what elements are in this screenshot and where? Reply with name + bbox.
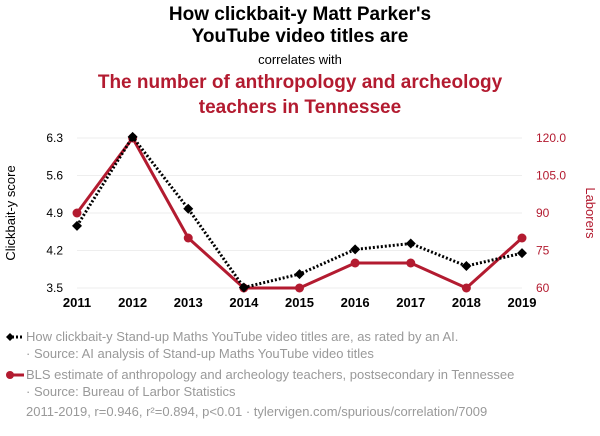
clickbait-point xyxy=(461,261,472,272)
chart-subtitle-line1: The number of anthropology and archeolog… xyxy=(97,72,503,93)
left-tick-label: 3.5 xyxy=(46,281,63,295)
teachers-point xyxy=(295,283,304,293)
clickbait-point xyxy=(405,238,416,249)
footer-stats: 2011-2019, r=0.946, r²=0.894, p<0.01 · t… xyxy=(26,404,488,419)
series-layer xyxy=(72,131,527,293)
left-tick-label: 4.2 xyxy=(46,244,63,258)
right-tick-label: 105.0 xyxy=(536,169,566,183)
right-tick-label: 75 xyxy=(536,244,550,258)
teachers-point xyxy=(461,283,471,293)
clickbait-point xyxy=(127,131,138,142)
x-tick-label: 2011 xyxy=(63,295,91,310)
x-tick-label: 2015 xyxy=(285,295,314,310)
legend-text-line1: How clickbait-y Stand-up Maths YouTube v… xyxy=(26,329,459,344)
teachers-point xyxy=(517,233,527,243)
teachers-point xyxy=(72,208,82,218)
legend-entry-teachers: BLS estimate of anthropology and archeol… xyxy=(6,366,596,400)
clickbait-point xyxy=(517,248,527,259)
clickbait-point xyxy=(72,220,82,231)
chart-title-line2: YouTube video titles are xyxy=(191,26,409,47)
teachers-point xyxy=(406,258,416,268)
correlates-with-text: correlates with xyxy=(258,52,342,67)
right-axis-label: Laborers xyxy=(583,187,598,239)
chart-title-line1: How clickbait-y Matt Parker's xyxy=(168,4,432,25)
left-tick-label: 4.9 xyxy=(46,206,63,220)
legend-text-line2: · Source: AI analysis of Stand-up Maths … xyxy=(26,346,374,361)
right-tick-label: 60 xyxy=(536,281,550,295)
x-tick-label: 2018 xyxy=(452,295,481,310)
legend-symbol-red-circle xyxy=(6,371,24,379)
teachers-point xyxy=(350,258,360,268)
left-tick-label: 6.3 xyxy=(46,131,63,145)
right-axis-ticks: 60 75 90 105.0 120.0 xyxy=(536,131,566,295)
legend-text-line2: · Source: Bureau of Larbor Statistics xyxy=(26,384,236,399)
teachers-point xyxy=(183,233,193,243)
chart-subtitle-line2: teachers in Tennessee xyxy=(198,97,402,118)
legend-entry-clickbait: How clickbait-y Stand-up Maths YouTube v… xyxy=(6,328,596,362)
x-tick-label: 2017 xyxy=(396,295,425,310)
clickbait-point xyxy=(350,244,361,255)
x-tick-label: 2019 xyxy=(508,295,537,310)
x-tick-label: 2012 xyxy=(118,295,147,310)
right-tick-label: 90 xyxy=(536,206,550,220)
clickbait-point xyxy=(294,269,305,280)
title-block: How clickbait-y Matt Parker's YouTube vi… xyxy=(0,4,600,119)
x-tick-label: 2013 xyxy=(174,295,203,310)
left-tick-label: 5.6 xyxy=(46,169,63,183)
x-tick-label: 2016 xyxy=(341,295,370,310)
legend-text-line1: BLS estimate of anthropology and archeol… xyxy=(26,367,515,382)
clickbait-point xyxy=(238,282,249,293)
clickbait-point xyxy=(183,203,194,214)
left-axis-label: Clickbait-y score xyxy=(3,165,18,260)
legend-symbol-dotted-diamond xyxy=(6,333,24,341)
right-tick-label: 120.0 xyxy=(536,131,566,145)
x-axis-ticks: 2011 2012 2013 2014 2015 2016 2017 2018 2019 xyxy=(63,295,537,310)
left-axis-ticks: 3.5 4.2 4.9 5.6 6.3 xyxy=(46,131,63,295)
x-tick-label: 2014 xyxy=(229,295,259,310)
